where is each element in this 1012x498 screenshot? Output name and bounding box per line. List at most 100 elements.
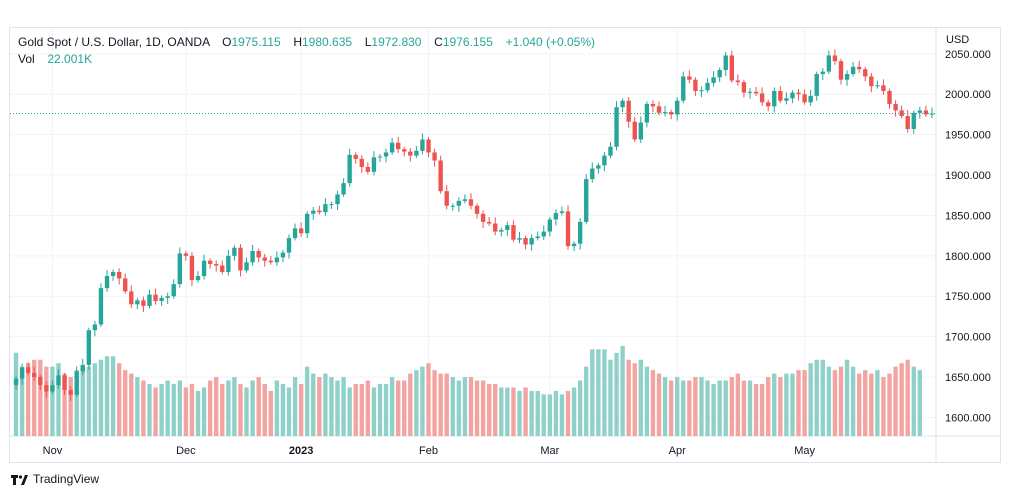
volume-bar bbox=[741, 380, 747, 436]
volume-bar bbox=[480, 380, 486, 436]
low-value: 1972.830 bbox=[371, 35, 422, 49]
candle-body bbox=[19, 367, 25, 379]
volume-bar bbox=[723, 380, 728, 436]
candle bbox=[92, 320, 98, 337]
candle-body bbox=[802, 94, 807, 103]
chart-frame bbox=[9, 27, 1001, 463]
volume-bar bbox=[571, 387, 577, 436]
candle bbox=[766, 99, 771, 112]
candle bbox=[814, 71, 819, 101]
candle-body bbox=[638, 122, 643, 140]
candle-body bbox=[675, 100, 680, 115]
candle-body bbox=[195, 276, 201, 281]
candle bbox=[923, 105, 929, 117]
candle-body bbox=[656, 106, 662, 113]
candle-body bbox=[129, 291, 134, 305]
candle bbox=[353, 152, 358, 164]
candle bbox=[838, 58, 844, 85]
volume-bar bbox=[195, 390, 201, 436]
candle bbox=[159, 295, 164, 306]
candle-body bbox=[681, 76, 686, 101]
candle bbox=[644, 101, 650, 128]
volume-bar bbox=[147, 384, 152, 436]
price-tick-label: 2050.000 bbox=[945, 49, 991, 61]
candle-body bbox=[153, 294, 158, 302]
candle bbox=[711, 71, 716, 87]
volume-bar bbox=[123, 370, 128, 436]
candle-body bbox=[341, 183, 346, 195]
candle bbox=[359, 155, 364, 174]
volume-bar bbox=[341, 377, 346, 436]
footer-brand-label: TradingView bbox=[33, 472, 100, 486]
candle-body bbox=[729, 55, 734, 81]
candle bbox=[681, 71, 686, 104]
candle-body bbox=[92, 324, 98, 331]
candle-body bbox=[335, 194, 340, 205]
volume-bar bbox=[32, 359, 37, 436]
volume-bar bbox=[766, 377, 771, 436]
volume-bar bbox=[844, 359, 850, 436]
candle bbox=[808, 89, 813, 106]
volume-bar bbox=[25, 363, 31, 436]
candle-body bbox=[541, 231, 546, 237]
candle bbox=[377, 154, 383, 163]
candle-body bbox=[426, 139, 431, 153]
candle bbox=[135, 297, 140, 310]
candle-body bbox=[214, 263, 219, 266]
candle bbox=[614, 101, 619, 151]
volume-bar bbox=[292, 377, 298, 436]
footer-brand[interactable]: TradingView bbox=[11, 472, 99, 486]
candle-body bbox=[747, 91, 753, 93]
candle-body bbox=[286, 238, 292, 253]
volume-bar bbox=[305, 366, 310, 436]
candle-body bbox=[395, 142, 401, 150]
volume-bar bbox=[693, 377, 698, 436]
candle bbox=[238, 244, 243, 277]
volume-bar bbox=[268, 390, 273, 436]
volume-bar bbox=[395, 380, 401, 436]
candle bbox=[541, 225, 546, 241]
volume-bar bbox=[911, 366, 916, 436]
candle-body bbox=[147, 294, 152, 306]
candle-body bbox=[238, 247, 243, 271]
candle bbox=[559, 206, 565, 216]
high-value: 1980.635 bbox=[301, 35, 353, 49]
volume-bar bbox=[493, 384, 498, 436]
candle bbox=[274, 251, 280, 266]
candle-body bbox=[893, 103, 898, 111]
candle-body bbox=[298, 228, 304, 234]
time-axis-labels: Nov Dec 2023 Feb Mar Apr May bbox=[43, 445, 816, 457]
candle bbox=[468, 193, 474, 210]
candle-body bbox=[292, 228, 298, 239]
volume-bar bbox=[56, 363, 61, 436]
volume-bar bbox=[826, 366, 832, 436]
candle-body bbox=[820, 71, 825, 75]
candle-body bbox=[189, 255, 195, 281]
volume-bar bbox=[662, 377, 668, 436]
volume-bar bbox=[86, 366, 92, 436]
candle-body bbox=[511, 225, 516, 240]
price-tick-label: 2000.000 bbox=[945, 89, 991, 101]
candle bbox=[820, 67, 825, 81]
volume-bar bbox=[116, 363, 122, 436]
volume-bar bbox=[808, 363, 813, 436]
candle-body bbox=[123, 278, 128, 292]
candle bbox=[323, 198, 328, 216]
candle-body bbox=[711, 77, 716, 83]
volume-bar bbox=[274, 380, 280, 436]
volume-bar bbox=[881, 377, 886, 436]
candle-body bbox=[565, 211, 571, 247]
candle bbox=[929, 107, 935, 119]
candle-body bbox=[438, 160, 443, 192]
volume-bar bbox=[256, 377, 261, 436]
volume-bar bbox=[468, 377, 474, 436]
volume-bar bbox=[759, 384, 765, 436]
candle bbox=[50, 380, 55, 394]
symbol-title[interactable]: Gold Spot / U.S. Dollar, 1D, OANDA bbox=[18, 35, 210, 49]
candle-body bbox=[523, 238, 528, 245]
candle bbox=[656, 101, 662, 116]
candle bbox=[141, 296, 146, 312]
candle-body bbox=[772, 91, 777, 107]
candle-body bbox=[74, 371, 79, 395]
